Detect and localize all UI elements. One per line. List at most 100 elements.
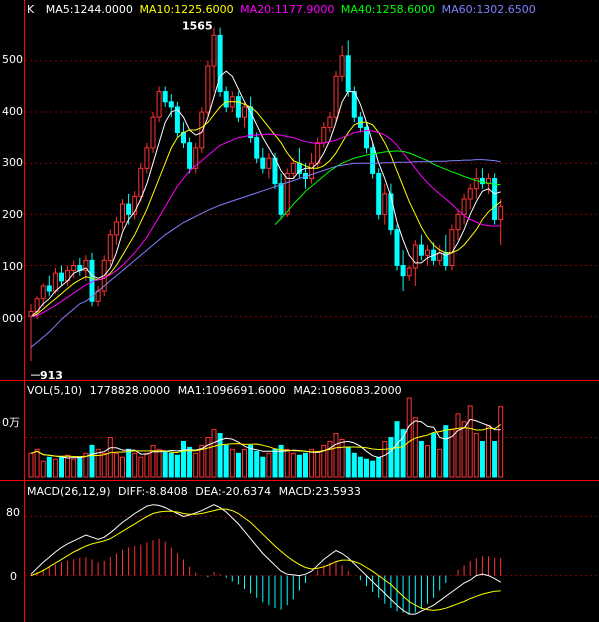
price-axis: 500 400 300 200 100 000 <box>2 53 23 325</box>
vol-bar-down <box>217 433 223 478</box>
macd-diff: DIFF:-8.8408 <box>118 485 188 498</box>
vol-bar-up <box>52 458 58 478</box>
vol-bar-down <box>77 456 83 478</box>
vol-value: 1778828.0000 <box>90 384 170 397</box>
candle-down <box>278 183 284 215</box>
candle-down <box>59 272 64 282</box>
price-tick: 300 <box>2 156 23 169</box>
ma40-legend: MA40:1258.6000 <box>341 3 435 16</box>
candle-up <box>449 229 455 266</box>
vol-bar-down <box>89 444 95 478</box>
candle-up <box>138 167 144 197</box>
candle-up <box>321 126 327 144</box>
vol-ma2-line <box>30 424 501 458</box>
macd-legend: MACD(26,12,9) DIFF:-8.8408 DEA:-20.6374 … <box>27 485 361 498</box>
dea-line <box>30 508 501 611</box>
candle-up <box>467 188 473 200</box>
candle-down <box>126 203 132 215</box>
vol-bar-up <box>199 444 205 478</box>
volume-panel[interactable] <box>25 397 599 478</box>
candle-up <box>327 116 333 128</box>
vol-bar-down <box>181 440 186 478</box>
vol-bar-up <box>290 452 296 478</box>
macd-tick: 0 <box>10 570 17 583</box>
vol-bar-up <box>211 429 217 478</box>
vol-tick: 0万 <box>2 416 20 429</box>
candle-up <box>266 157 272 169</box>
vol-bar-down <box>364 458 369 478</box>
candle-up <box>406 267 412 277</box>
vol-bar-down <box>345 446 351 478</box>
low-price-label: 913 <box>40 369 63 382</box>
macd-dea: DEA:-20.6374 <box>195 485 271 498</box>
vol-bar-down <box>388 437 394 478</box>
vol-bar-down <box>400 429 406 478</box>
vol-bar-up <box>425 444 430 478</box>
candle-up <box>107 234 113 261</box>
candle-down <box>254 137 260 159</box>
vol-bar-down <box>248 444 254 478</box>
vol-bar-up <box>266 452 272 478</box>
candle-down <box>345 55 351 93</box>
vol-bar-down <box>418 440 424 478</box>
candle-up <box>205 65 211 113</box>
candle-down <box>235 96 241 118</box>
vol-bar-up <box>315 450 321 478</box>
vol-bar-down <box>376 456 382 478</box>
price-panel[interactable] <box>25 27 599 362</box>
candle-up <box>309 162 315 180</box>
ma10-legend: MA10:1225.6000 <box>139 3 233 16</box>
candle-up <box>425 249 430 256</box>
price-tick: 100 <box>2 260 23 273</box>
candle-up <box>193 147 199 169</box>
macd-panel[interactable] <box>25 504 599 615</box>
vol-bar-down <box>187 446 193 478</box>
vol-bar-down <box>260 456 266 478</box>
vol-bar-down <box>370 460 376 478</box>
vol-bar-down <box>174 454 180 478</box>
vol-bar-up <box>467 405 473 478</box>
vol-bar-up <box>498 406 504 478</box>
candle-down <box>217 34 223 93</box>
vol-bar-down <box>479 440 485 478</box>
ma60-legend: MA60:1302.6500 <box>442 3 536 16</box>
candle-down <box>46 285 52 292</box>
vol-bar-up <box>144 452 150 478</box>
macd-tick: 80 <box>6 506 20 519</box>
vol-bar-down <box>296 454 302 478</box>
high-price-label: 1565 <box>182 20 213 33</box>
candle-up <box>284 172 290 215</box>
vol-ma1: MA1:1096691.6000 <box>178 384 286 397</box>
vol-bar-down <box>235 452 241 478</box>
vol-bar-up <box>412 417 418 478</box>
candle-down <box>394 229 400 266</box>
vol-bar-up <box>473 433 479 478</box>
price-tick: 500 <box>2 53 23 66</box>
candle-down <box>168 101 174 108</box>
vol-bar-up <box>309 448 315 478</box>
vol-bar-up <box>138 456 144 478</box>
candle-up <box>461 198 467 215</box>
ma40-line <box>274 150 501 225</box>
macd-value: MACD:23.5933 <box>279 485 361 498</box>
ma20-legend: MA20:1177.9000 <box>240 3 334 16</box>
candle-up <box>144 147 150 169</box>
vol-bar-up <box>455 413 461 478</box>
ma5-legend: MA5:1244.0000 <box>46 3 133 16</box>
candle-up <box>150 116 156 149</box>
vol-bar-down <box>272 448 278 478</box>
vol-bar-down <box>59 456 64 478</box>
price-tick: 400 <box>2 105 23 118</box>
vol-bar-up <box>156 448 162 478</box>
vol-bar-up <box>107 437 113 478</box>
candle-down <box>187 142 193 169</box>
candle-down <box>370 147 376 174</box>
ma20-line <box>30 129 501 318</box>
candle-down <box>376 172 382 215</box>
candle-up <box>28 311 34 318</box>
vol-bar-down <box>394 421 400 478</box>
vol-bar-up <box>486 425 491 478</box>
vol-bar-up <box>327 440 333 478</box>
price-tick: 200 <box>2 208 23 221</box>
ma5-line <box>30 70 501 317</box>
